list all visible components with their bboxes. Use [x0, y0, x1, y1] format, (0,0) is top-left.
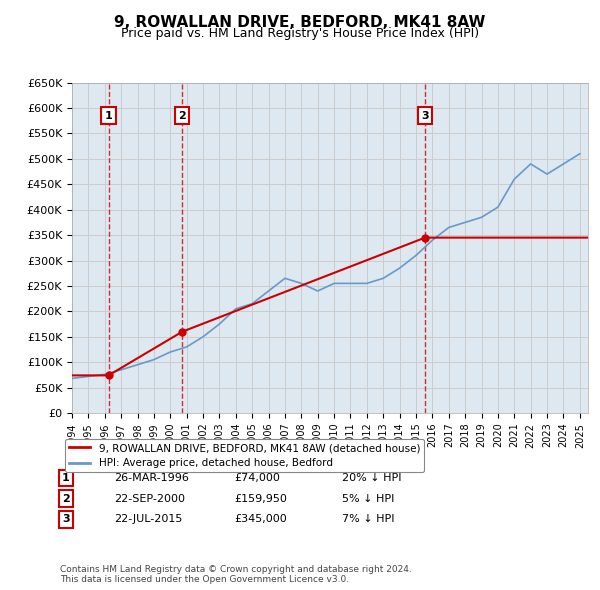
Text: 2: 2 [178, 111, 186, 120]
Text: 22-SEP-2000: 22-SEP-2000 [114, 494, 185, 503]
Legend: 9, ROWALLAN DRIVE, BEDFORD, MK41 8AW (detached house), HPI: Average price, detac: 9, ROWALLAN DRIVE, BEDFORD, MK41 8AW (de… [65, 439, 424, 473]
Text: £345,000: £345,000 [234, 514, 287, 524]
Text: £74,000: £74,000 [234, 473, 280, 483]
Text: 1: 1 [104, 111, 112, 120]
Text: 7% ↓ HPI: 7% ↓ HPI [342, 514, 395, 524]
Text: 22-JUL-2015: 22-JUL-2015 [114, 514, 182, 524]
Text: 5% ↓ HPI: 5% ↓ HPI [342, 494, 394, 503]
Text: £159,950: £159,950 [234, 494, 287, 503]
Text: 20% ↓ HPI: 20% ↓ HPI [342, 473, 401, 483]
Text: 3: 3 [421, 111, 429, 120]
Text: 3: 3 [62, 514, 70, 524]
Text: 26-MAR-1996: 26-MAR-1996 [114, 473, 189, 483]
Text: 2: 2 [62, 494, 70, 503]
Text: Contains HM Land Registry data © Crown copyright and database right 2024.
This d: Contains HM Land Registry data © Crown c… [60, 565, 412, 584]
Text: 9, ROWALLAN DRIVE, BEDFORD, MK41 8AW: 9, ROWALLAN DRIVE, BEDFORD, MK41 8AW [115, 15, 485, 30]
Text: 1: 1 [62, 473, 70, 483]
Text: Price paid vs. HM Land Registry's House Price Index (HPI): Price paid vs. HM Land Registry's House … [121, 27, 479, 40]
